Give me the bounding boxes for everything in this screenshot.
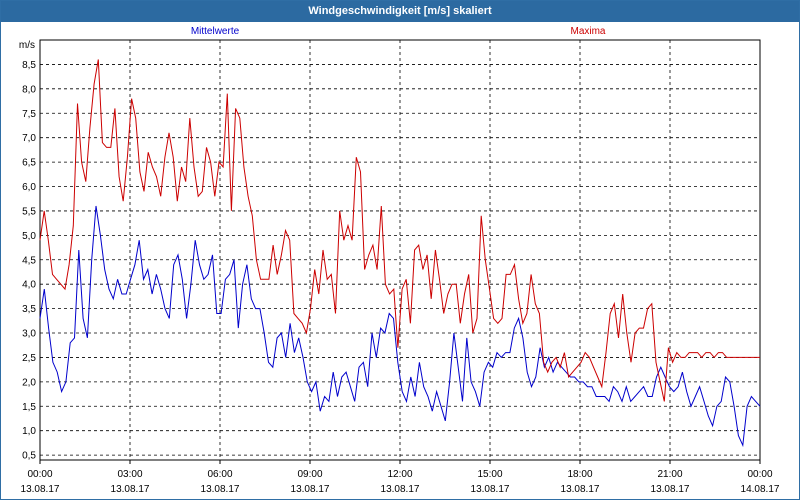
x-tick-time: 03:00 <box>117 469 142 480</box>
series-line-maxima <box>39 59 760 402</box>
x-tick-time: 00:00 <box>27 469 52 480</box>
y-axis-label: m/s <box>19 40 35 51</box>
x-tick-date: 13.08.17 <box>471 484 510 495</box>
y-tick-label: 5,0 <box>22 231 36 242</box>
y-tick-label: 8,0 <box>22 84 36 95</box>
y-tick-label: 1,0 <box>22 426 36 437</box>
y-tick-label: 2,5 <box>22 353 36 364</box>
x-tick-date: 13.08.17 <box>291 484 330 495</box>
y-tick-label: 5,5 <box>22 206 36 217</box>
y-tick-label: 4,0 <box>22 280 36 291</box>
y-tick-label: 0,5 <box>22 451 36 462</box>
y-tick-label: 8,5 <box>22 60 36 71</box>
x-tick-time: 09:00 <box>297 469 322 480</box>
y-tick-label: 6,0 <box>22 182 36 193</box>
x-tick-date: 13.08.17 <box>561 484 600 495</box>
legend-mittelwerte: Mittelwerte <box>191 26 240 37</box>
x-tick-time: 21:00 <box>657 469 682 480</box>
x-tick-time: 12:00 <box>387 469 412 480</box>
x-tick-date: 13.08.17 <box>201 484 240 495</box>
y-tick-label: 3,5 <box>22 304 36 315</box>
x-tick-date: 13.08.17 <box>381 484 420 495</box>
y-tick-label: 4,5 <box>22 255 36 266</box>
y-tick-label: 7,5 <box>22 109 36 120</box>
x-tick-date: 14.08.17 <box>741 484 780 495</box>
y-tick-label: 1,5 <box>22 402 36 413</box>
legend-maxima: Maxima <box>570 26 605 37</box>
y-tick-label: 3,0 <box>22 329 36 340</box>
x-tick-time: 15:00 <box>477 469 502 480</box>
x-tick-date: 13.08.17 <box>111 484 150 495</box>
series-line-mittelwerte <box>39 205 761 448</box>
x-tick-date: 13.08.17 <box>21 484 60 495</box>
window-title: Windgeschwindigkeit [m/s] skaliert <box>1 1 799 22</box>
y-tick-label: 6,5 <box>22 158 36 169</box>
y-tick-label: 2,0 <box>22 377 36 388</box>
x-tick-time: 00:00 <box>747 469 772 480</box>
x-tick-time: 18:00 <box>567 469 592 480</box>
x-tick-date: 13.08.17 <box>651 484 690 495</box>
y-tick-label: 7,0 <box>22 133 36 144</box>
x-tick-time: 06:00 <box>207 469 232 480</box>
